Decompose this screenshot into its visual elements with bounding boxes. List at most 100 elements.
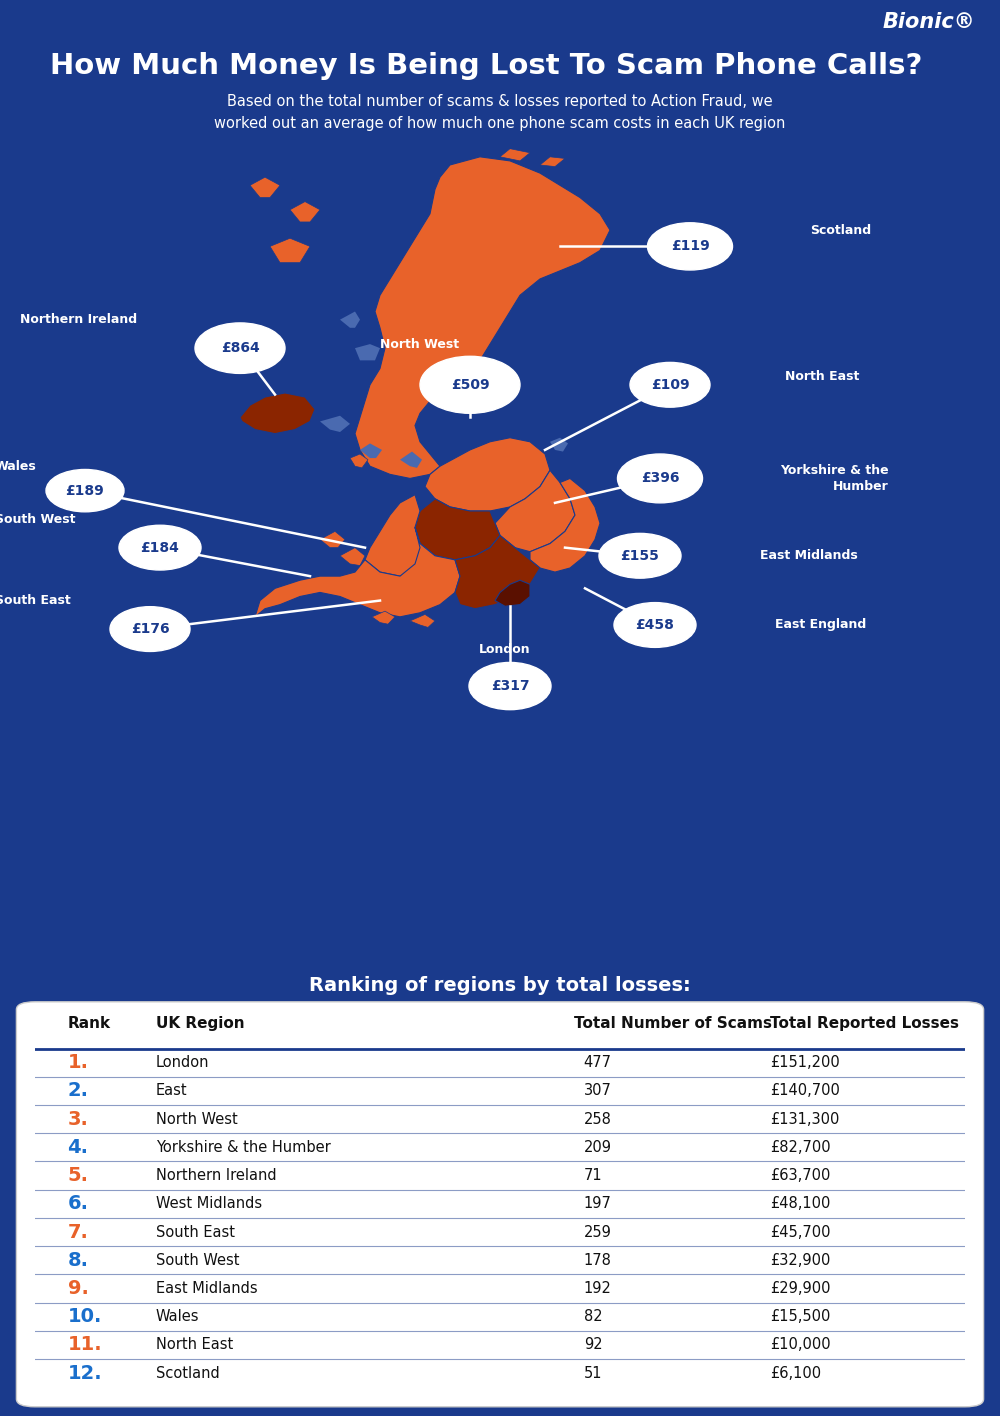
Text: 7.: 7. (68, 1222, 88, 1242)
Text: Scotland: Scotland (156, 1365, 220, 1381)
Text: Wales: Wales (0, 460, 37, 473)
Text: 8.: 8. (68, 1250, 89, 1270)
Text: £10,000: £10,000 (770, 1338, 830, 1352)
Text: 12.: 12. (68, 1364, 102, 1382)
Text: Scotland: Scotland (810, 224, 871, 236)
Text: £63,700: £63,700 (770, 1168, 830, 1184)
Polygon shape (350, 455, 368, 467)
Polygon shape (255, 527, 460, 617)
Polygon shape (355, 157, 610, 479)
Polygon shape (495, 470, 575, 552)
Text: Rank: Rank (68, 1015, 111, 1031)
Text: East: East (156, 1083, 188, 1099)
Text: £509: £509 (451, 378, 489, 392)
Text: Total Reported Losses: Total Reported Losses (770, 1015, 959, 1031)
Text: South West: South West (156, 1253, 239, 1267)
Ellipse shape (618, 455, 702, 503)
Text: 178: 178 (584, 1253, 612, 1267)
Text: £317: £317 (491, 680, 529, 692)
Ellipse shape (46, 470, 124, 511)
Ellipse shape (469, 663, 551, 709)
Text: London: London (479, 643, 531, 656)
Text: 92: 92 (584, 1338, 602, 1352)
Text: Northern Ireland: Northern Ireland (156, 1168, 277, 1184)
Text: East Midlands: East Midlands (156, 1281, 258, 1296)
Text: £396: £396 (641, 472, 679, 486)
Text: Yorkshire & the Humber: Yorkshire & the Humber (156, 1140, 331, 1155)
Text: Total Number of Scams: Total Number of Scams (574, 1015, 772, 1031)
Polygon shape (270, 238, 310, 263)
Text: UK Region: UK Region (156, 1015, 245, 1031)
Text: North East: North East (156, 1338, 233, 1352)
Text: South East: South East (0, 595, 71, 607)
Text: 477: 477 (584, 1055, 612, 1070)
Text: 51: 51 (584, 1365, 602, 1381)
Polygon shape (360, 443, 382, 459)
Text: £82,700: £82,700 (770, 1140, 830, 1155)
Text: North West: North West (380, 337, 460, 351)
Text: £109: £109 (651, 378, 689, 392)
Text: 3.: 3. (68, 1110, 88, 1129)
Text: £29,900: £29,900 (770, 1281, 830, 1296)
Polygon shape (320, 416, 350, 432)
Text: Wales: Wales (156, 1310, 199, 1324)
Text: 259: 259 (584, 1225, 612, 1239)
Text: Yorkshire & the
Humber: Yorkshire & the Humber (780, 464, 889, 493)
Text: North East: North East (785, 370, 859, 384)
Text: Ranking of regions by total losses:: Ranking of regions by total losses: (309, 976, 691, 995)
Text: £189: £189 (66, 484, 104, 497)
Text: 258: 258 (584, 1112, 612, 1127)
Text: North West: North West (156, 1112, 238, 1127)
Text: £32,900: £32,900 (770, 1253, 830, 1267)
Ellipse shape (599, 534, 681, 578)
Text: 71: 71 (584, 1168, 602, 1184)
Text: 11.: 11. (68, 1335, 102, 1355)
Text: 4.: 4. (68, 1138, 89, 1157)
Polygon shape (495, 581, 530, 606)
Polygon shape (550, 438, 568, 452)
Text: £48,100: £48,100 (770, 1197, 830, 1211)
Ellipse shape (420, 357, 520, 413)
Ellipse shape (648, 222, 732, 270)
Ellipse shape (119, 525, 201, 571)
Text: £864: £864 (221, 341, 259, 355)
Text: 192: 192 (584, 1281, 612, 1296)
Polygon shape (540, 157, 565, 167)
Text: 9.: 9. (68, 1279, 88, 1298)
Polygon shape (425, 438, 550, 511)
Polygon shape (365, 494, 435, 576)
Text: 6.: 6. (68, 1194, 89, 1214)
Text: South East: South East (156, 1225, 235, 1239)
Text: 10.: 10. (68, 1307, 102, 1327)
Text: £184: £184 (141, 541, 179, 555)
Polygon shape (340, 548, 365, 565)
Text: £155: £155 (621, 549, 659, 562)
Polygon shape (372, 612, 395, 624)
Text: 209: 209 (584, 1140, 612, 1155)
Polygon shape (320, 531, 345, 548)
Ellipse shape (630, 362, 710, 408)
Ellipse shape (110, 606, 190, 651)
Polygon shape (355, 344, 380, 360)
Polygon shape (250, 177, 280, 197)
Polygon shape (410, 615, 435, 627)
Text: 82: 82 (584, 1310, 602, 1324)
Polygon shape (340, 312, 360, 329)
Text: South West: South West (0, 513, 76, 525)
Text: Northern Ireland: Northern Ireland (20, 313, 137, 326)
Ellipse shape (195, 323, 285, 374)
Ellipse shape (614, 603, 696, 647)
Polygon shape (500, 149, 530, 161)
Text: 1.: 1. (68, 1054, 89, 1072)
Text: £15,500: £15,500 (770, 1310, 830, 1324)
Polygon shape (455, 535, 540, 609)
Polygon shape (290, 201, 320, 222)
Text: £458: £458 (636, 617, 674, 632)
Text: Based on the total number of scams & losses reported to Action Fraud, we
worked : Based on the total number of scams & los… (214, 93, 786, 130)
Polygon shape (530, 479, 600, 572)
Text: 307: 307 (584, 1083, 612, 1099)
Text: £45,700: £45,700 (770, 1225, 830, 1239)
Text: £151,200: £151,200 (770, 1055, 839, 1070)
Text: London: London (156, 1055, 209, 1070)
Polygon shape (400, 452, 422, 467)
